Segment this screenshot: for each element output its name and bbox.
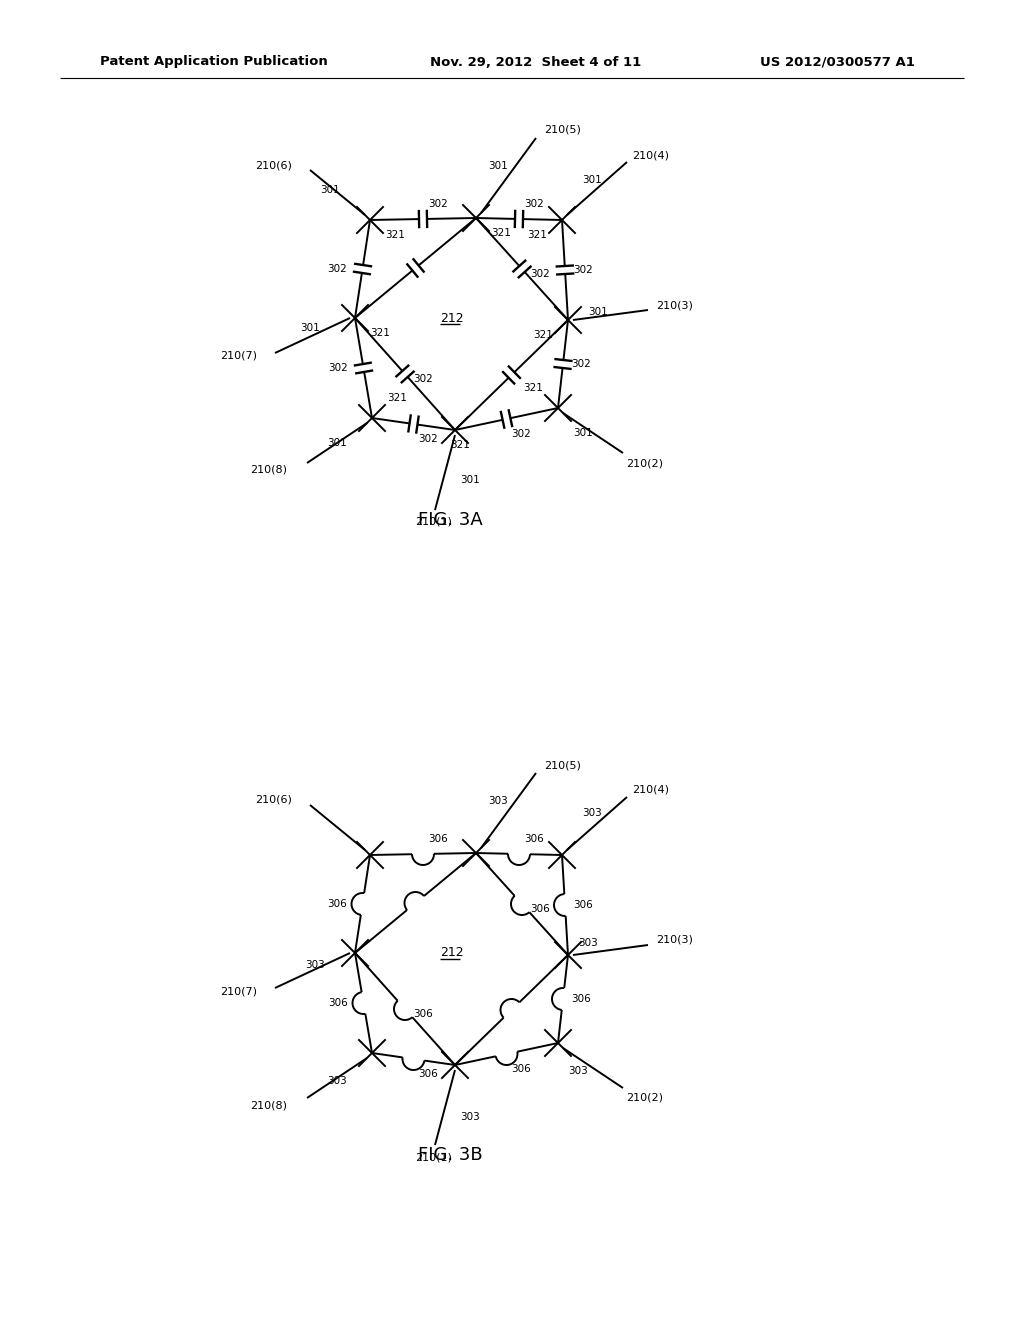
Text: 302: 302	[512, 429, 531, 440]
Text: 321: 321	[527, 230, 547, 240]
Text: Nov. 29, 2012  Sheet 4 of 11: Nov. 29, 2012 Sheet 4 of 11	[430, 55, 641, 69]
Text: 210(7): 210(7)	[220, 351, 257, 360]
Text: 321: 321	[385, 230, 404, 240]
Text: 306: 306	[328, 899, 347, 909]
Text: 306: 306	[573, 900, 593, 909]
Text: 210(1): 210(1)	[415, 517, 452, 527]
Text: 302: 302	[329, 363, 348, 374]
Text: 302: 302	[413, 374, 433, 384]
Text: 306: 306	[413, 1008, 433, 1019]
Text: 210(2): 210(2)	[626, 458, 663, 469]
Text: 303: 303	[488, 796, 508, 807]
Text: FIG. 3A: FIG. 3A	[418, 511, 482, 529]
Text: 321: 321	[387, 393, 407, 403]
Text: 301: 301	[327, 438, 347, 447]
Text: 302: 302	[571, 359, 591, 370]
Text: 210(3): 210(3)	[656, 935, 693, 945]
Text: 306: 306	[419, 1069, 438, 1078]
Text: 210(2): 210(2)	[626, 1093, 663, 1104]
Text: 210(6): 210(6)	[255, 795, 292, 805]
Text: 302: 302	[573, 265, 593, 275]
Text: 210(8): 210(8)	[250, 465, 287, 475]
Text: 321: 321	[490, 228, 511, 238]
Text: 210(3): 210(3)	[656, 300, 693, 310]
Text: 302: 302	[428, 199, 447, 209]
Text: 301: 301	[488, 161, 508, 172]
Text: 321: 321	[370, 327, 390, 338]
Text: 321: 321	[450, 440, 470, 450]
Text: Patent Application Publication: Patent Application Publication	[100, 55, 328, 69]
Text: 301: 301	[588, 308, 608, 317]
Text: 306: 306	[524, 834, 544, 843]
Text: 212: 212	[440, 946, 464, 960]
Text: 210(4): 210(4)	[632, 150, 669, 160]
Text: 302: 302	[328, 264, 347, 275]
Text: 306: 306	[428, 834, 447, 843]
Text: 301: 301	[460, 475, 480, 484]
Text: 303: 303	[327, 1076, 347, 1086]
Text: 321: 321	[534, 330, 553, 341]
Text: 210(5): 210(5)	[544, 125, 581, 135]
Text: 303: 303	[460, 1111, 480, 1122]
Text: 306: 306	[512, 1064, 531, 1074]
Text: 301: 301	[582, 176, 602, 185]
Text: 302: 302	[419, 434, 438, 444]
Text: 302: 302	[524, 199, 544, 209]
Text: 210(5): 210(5)	[544, 760, 581, 770]
Text: 212: 212	[440, 312, 464, 325]
Text: 303: 303	[578, 939, 598, 948]
Text: 301: 301	[573, 428, 593, 438]
Text: 210(7): 210(7)	[220, 986, 257, 997]
Text: 210(4): 210(4)	[632, 785, 669, 795]
Text: 301: 301	[319, 185, 340, 195]
Text: 303: 303	[568, 1067, 588, 1076]
Text: 321: 321	[523, 383, 543, 393]
Text: 306: 306	[329, 998, 348, 1008]
Text: US 2012/0300577 A1: US 2012/0300577 A1	[760, 55, 914, 69]
Text: 210(1): 210(1)	[415, 1152, 452, 1162]
Text: 303: 303	[305, 960, 325, 970]
Text: 210(8): 210(8)	[250, 1100, 287, 1110]
Text: 306: 306	[571, 994, 591, 1005]
Text: 302: 302	[530, 269, 550, 279]
Text: FIG. 3B: FIG. 3B	[418, 1146, 482, 1164]
Text: 306: 306	[530, 904, 550, 913]
Text: 301: 301	[300, 323, 319, 333]
Text: 303: 303	[582, 808, 602, 818]
Text: 210(6): 210(6)	[255, 160, 292, 170]
